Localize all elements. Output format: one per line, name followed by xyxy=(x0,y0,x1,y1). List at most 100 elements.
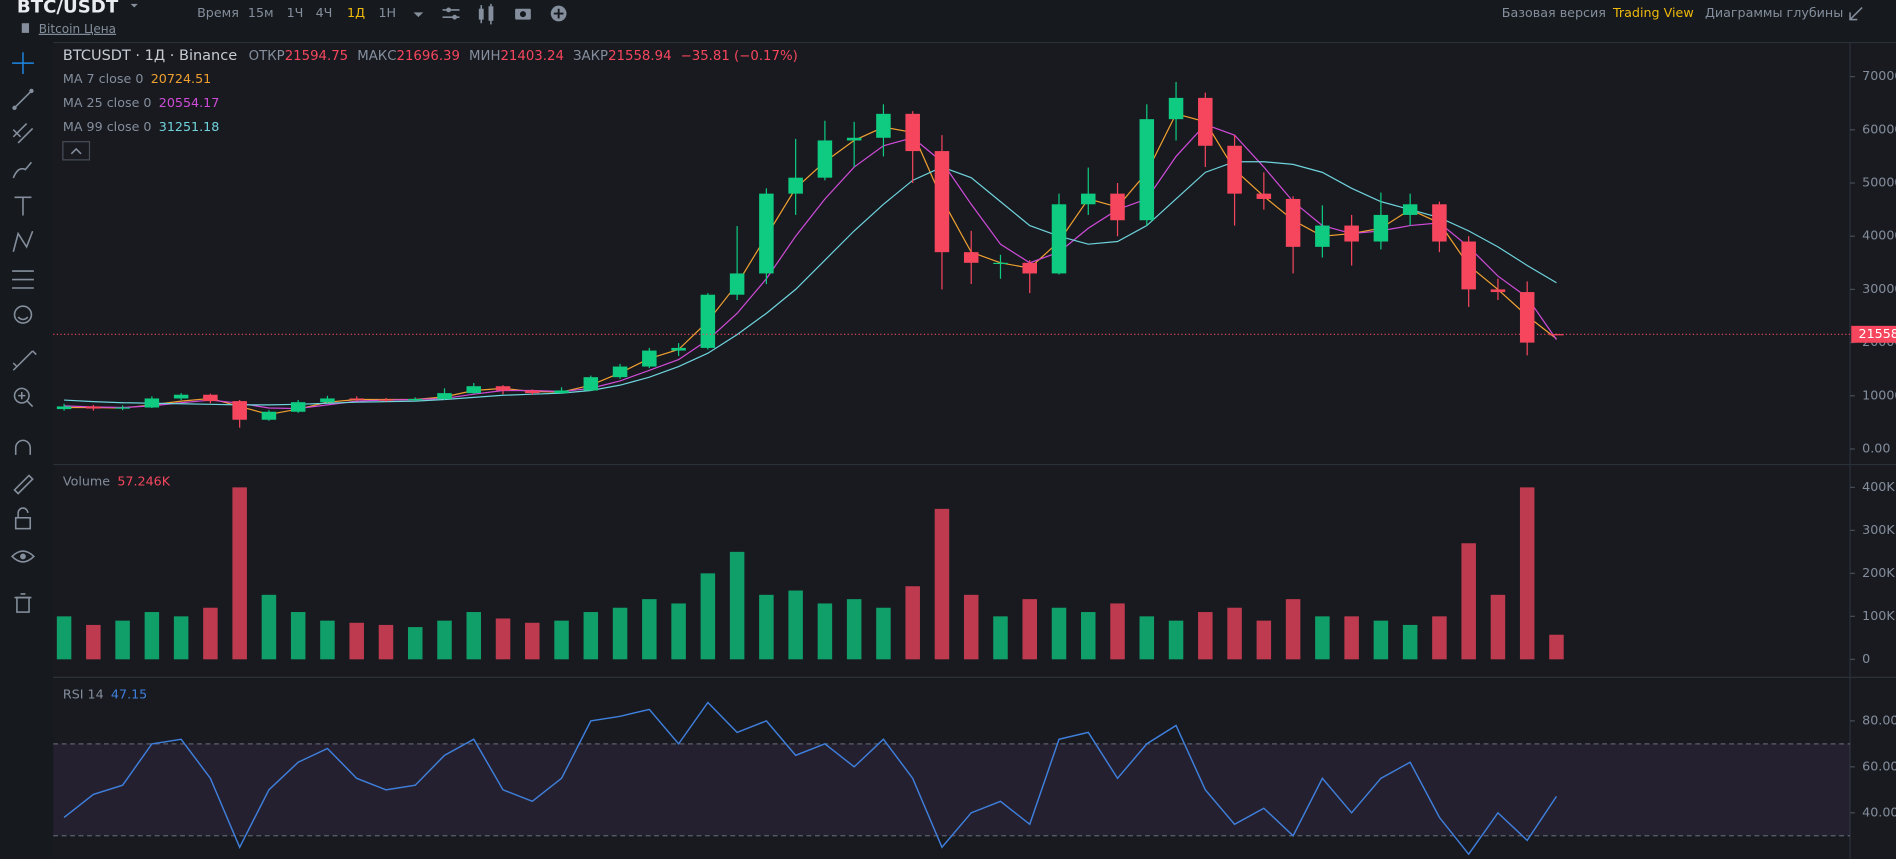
candle-body xyxy=(115,407,130,409)
screenshot-icon[interactable] xyxy=(515,8,531,20)
y-tick-label: 400K xyxy=(1862,479,1895,494)
volume-bar xyxy=(817,603,833,660)
rsi-line xyxy=(63,701,1558,856)
settings-icon[interactable] xyxy=(442,7,460,20)
volume-bar xyxy=(612,607,628,660)
volume-bar xyxy=(1022,599,1037,660)
volume-bar xyxy=(963,594,979,660)
candle-body xyxy=(1285,198,1301,247)
volume-bar xyxy=(437,620,452,660)
crosshair-tool[interactable] xyxy=(12,52,34,75)
candle-body xyxy=(144,398,160,408)
ruler-tool[interactable] xyxy=(12,350,37,371)
ma-legend-entry: MA 25 close 0 20554.17 xyxy=(63,95,219,110)
price-tag xyxy=(1851,325,1896,343)
low-label: МИН xyxy=(469,49,500,64)
candle-body xyxy=(1490,289,1506,293)
zoom-tool[interactable] xyxy=(13,387,34,408)
magnet-tool[interactable] xyxy=(14,439,32,455)
lock-tool[interactable] xyxy=(14,507,32,530)
candle-body xyxy=(817,140,833,178)
line-tool[interactable] xyxy=(12,88,34,111)
view-tab[interactable]: Диаграммы глубины xyxy=(1705,5,1843,20)
candle-body xyxy=(1432,204,1447,242)
candle-body xyxy=(1402,204,1418,215)
price-legend: BTCUSDT · 1Д · Binance ОТКР21594.75 МАКС… xyxy=(63,48,798,64)
y-tick-label: 200K xyxy=(1862,565,1895,580)
ma-name: MA 25 close 0 xyxy=(63,95,152,110)
volume-bar xyxy=(232,487,247,660)
volume-bar xyxy=(261,594,277,660)
subtitle[interactable]: Bitcoin Цена xyxy=(39,22,116,36)
interval[interactable]: 1Д xyxy=(347,5,365,20)
candle-body xyxy=(437,393,452,399)
volume-bar xyxy=(876,607,891,660)
volume-bar xyxy=(1373,620,1389,660)
volume-bar xyxy=(700,573,716,660)
text-tool[interactable] xyxy=(14,196,32,216)
volume-bar xyxy=(554,620,569,660)
view-tab[interactable]: Базовая версия xyxy=(1502,5,1606,20)
delete-tool[interactable] xyxy=(14,593,32,613)
candle-body xyxy=(86,406,101,409)
volume-bar xyxy=(1549,634,1564,660)
more-intervals[interactable] xyxy=(413,12,424,18)
collapse-arrow xyxy=(70,147,82,155)
interval[interactable]: 1Н xyxy=(378,5,396,20)
ma-line xyxy=(64,123,1557,410)
volume-bar xyxy=(1344,616,1359,660)
volume-bar xyxy=(290,612,306,660)
view-tab[interactable]: Trading View xyxy=(1612,5,1694,20)
symbol-dropdown[interactable] xyxy=(130,3,138,8)
volume-bar xyxy=(378,624,394,660)
candle-body xyxy=(612,366,628,378)
volume-bar xyxy=(525,622,540,660)
fullscreen-icon[interactable] xyxy=(1849,6,1863,21)
collapse-button[interactable] xyxy=(62,141,91,161)
volume-bar xyxy=(671,603,686,660)
y-tick-label: 0 xyxy=(1862,651,1870,666)
candle-body xyxy=(642,350,657,367)
candle-type-icon[interactable] xyxy=(478,3,494,25)
chart-area xyxy=(53,42,1896,859)
volume-bar xyxy=(144,612,160,660)
volume-bar xyxy=(642,599,657,660)
candle-body xyxy=(466,386,482,394)
candle-body xyxy=(1315,225,1330,247)
measure-tool[interactable] xyxy=(12,270,34,289)
rsi-value: 47.15 xyxy=(111,686,147,701)
candle-body xyxy=(963,252,979,263)
brush-tool[interactable] xyxy=(12,161,33,179)
volume-bar xyxy=(1051,607,1067,660)
candle-body xyxy=(700,294,716,348)
open-label: ОТКР xyxy=(249,49,285,64)
channel-tool[interactable] xyxy=(12,123,34,144)
interval[interactable]: 15м xyxy=(248,5,274,20)
add-indicator-icon[interactable] xyxy=(550,5,567,22)
visibility-tool[interactable] xyxy=(10,550,35,563)
icon-tool[interactable] xyxy=(13,305,33,324)
change: −35.81 (−0.17%) xyxy=(681,49,798,64)
volume-title: Volume xyxy=(63,473,110,488)
ma-legend-entry: MA 7 close 0 20724.51 xyxy=(63,70,211,85)
interval[interactable]: Время xyxy=(197,5,239,20)
ma-legend-entry: MA 99 close 0 31251.18 xyxy=(63,119,219,134)
volume-bar xyxy=(349,622,364,660)
volume-bar xyxy=(1285,599,1301,660)
y-tick-label: 50000.00 xyxy=(1862,175,1896,190)
candle-body xyxy=(1549,334,1564,336)
candle-body xyxy=(1022,262,1037,274)
volume-bar xyxy=(86,624,101,660)
candle-body xyxy=(1110,193,1125,221)
symbol[interactable]: BTC/USDT xyxy=(17,0,119,17)
volume-bar xyxy=(759,594,774,660)
ma-value: 31251.18 xyxy=(159,119,220,134)
draw-lock-tool[interactable] xyxy=(13,474,34,495)
pattern-tool[interactable] xyxy=(12,230,34,252)
volume-bar xyxy=(788,590,803,660)
candle-body xyxy=(1198,97,1213,146)
interval[interactable]: 1Ч xyxy=(287,5,304,20)
interval[interactable]: 4Ч xyxy=(316,5,333,20)
volume-bar xyxy=(1168,620,1184,660)
ma-value: 20724.51 xyxy=(151,70,212,85)
